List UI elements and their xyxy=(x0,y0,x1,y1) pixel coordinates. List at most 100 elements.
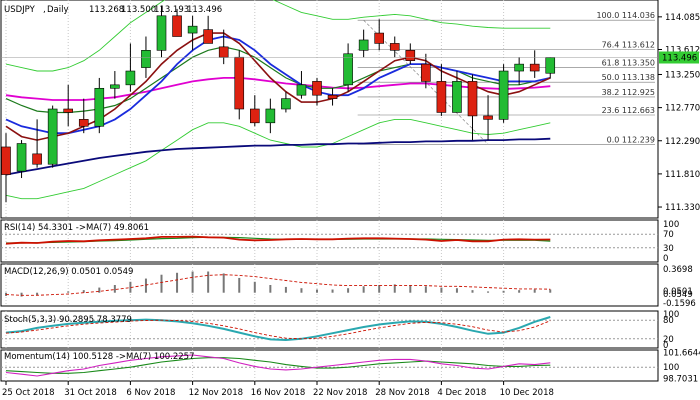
candle-body xyxy=(421,63,431,82)
stoch-k-line xyxy=(5,316,551,342)
momentum-pane: 101.6644 100 98.7031 xyxy=(0,349,700,385)
candle-body xyxy=(172,15,182,37)
price-tick-label: 114.085 xyxy=(665,13,700,23)
candle-body xyxy=(281,98,291,110)
chart-header-comma: , xyxy=(43,5,46,15)
momentum-line xyxy=(5,354,551,377)
x-tick-label: 28 Nov 2018 xyxy=(375,388,429,398)
candle-body xyxy=(405,50,416,61)
candle-body xyxy=(483,115,493,120)
candle-body xyxy=(514,63,524,72)
stoch-tick-label: 100 xyxy=(663,310,679,320)
x-axis: 25 Oct 2018 31 Oct 2018 6 Nov 2018 12 Nov 2… xyxy=(2,381,554,398)
candle-body xyxy=(203,29,213,44)
candle-body xyxy=(250,108,260,124)
price-tick-label: 112.290 xyxy=(665,137,700,147)
macd-tick-label: 0.3698 xyxy=(663,265,693,275)
chart-header-symbol: USDJPY xyxy=(4,5,36,15)
rsi-tick-label: 70 xyxy=(663,230,674,240)
price-tick-label: 112.770 xyxy=(665,104,700,114)
chart-header-high: 113.500 xyxy=(121,5,156,15)
candle-body xyxy=(374,32,385,44)
chart-header-low: 113.193 xyxy=(154,5,189,15)
candle-body xyxy=(187,25,198,34)
rsi-title: RSI(14) 54.3301 ->MA(7) 49.8061 xyxy=(4,223,149,233)
candle-body xyxy=(110,84,120,89)
candle-body xyxy=(141,50,151,68)
candle-body xyxy=(389,43,400,51)
candle-body xyxy=(47,108,58,165)
price-pane-frame xyxy=(0,0,659,219)
x-tick-label: 31 Oct 2018 xyxy=(64,388,117,398)
candle-body xyxy=(452,81,462,113)
momentum-tick-label: 101.6644 xyxy=(663,349,700,359)
candle-body xyxy=(156,15,167,51)
macd-tick-label: 0.0549 xyxy=(663,290,693,300)
stoch-tick-label: 20 xyxy=(663,335,674,345)
chart-header-open: 113.268 xyxy=(89,5,124,15)
candle-body xyxy=(78,119,89,127)
candle-body xyxy=(16,143,27,172)
rsi-tick-label: 100 xyxy=(663,220,679,230)
x-tick-label: 12 Nov 2018 xyxy=(189,388,243,398)
fib-level-label: 100.0 114.036 xyxy=(596,11,655,20)
macd-tick-label: 0.0501 xyxy=(663,287,693,297)
fib-level-label: 50.0 113.138 xyxy=(602,73,655,82)
candle-body xyxy=(296,84,307,96)
candle-body xyxy=(1,146,11,175)
x-tick-label: 4 Dec 2018 xyxy=(437,388,486,398)
ma-blue-line xyxy=(5,35,551,135)
price-tick-label: 113.250 xyxy=(665,70,700,80)
candle-body xyxy=(545,57,556,74)
chart-header-timeframe: Daily xyxy=(47,5,69,15)
candle-body xyxy=(63,108,74,113)
candle-body xyxy=(32,153,42,165)
x-tick-label: 10 Dec 2018 xyxy=(500,388,554,398)
price-pane: 114.085 113.612 113.250 112.770 112.290 111.8… xyxy=(0,0,700,219)
price-tick-label: 111.810 xyxy=(665,170,700,180)
macd-signal-line xyxy=(5,274,551,296)
ma-long-line xyxy=(5,137,551,176)
price-tick-label: 111.330 xyxy=(665,203,700,213)
candle-body xyxy=(327,94,338,99)
candle-body xyxy=(358,39,369,51)
candle-body xyxy=(343,53,353,86)
chart-header-close: 113.496 xyxy=(187,5,222,15)
macd-title: MACD(12,26,9) 0.0501 0.0549 xyxy=(4,267,133,277)
stoch-tick-label: 0 xyxy=(663,341,668,351)
candle-body xyxy=(312,81,322,96)
candle-body xyxy=(234,56,245,110)
candle-body xyxy=(265,108,276,124)
x-tick-label: 25 Oct 2018 xyxy=(2,388,55,398)
fib-level-label: 76.4 113.612 xyxy=(602,40,655,49)
stoch-d-line xyxy=(5,319,551,340)
stoch-tick-label: 80 xyxy=(663,316,674,326)
momentum-ma-line xyxy=(5,357,551,374)
momentum-tick-label: 98.7031 xyxy=(663,375,698,385)
x-tick-label: 16 Nov 2018 xyxy=(251,388,305,398)
fib-level-label: 38.2 112.925 xyxy=(602,88,655,97)
last-price-label: 113.496 xyxy=(662,54,697,64)
rsi-line xyxy=(5,235,551,245)
momentum-title: Momentum(14) 100.5128 ->MA(7) 100.2257 xyxy=(4,352,194,362)
candle-body xyxy=(529,63,540,72)
fib-level-label: 61.8 113.350 xyxy=(602,59,655,68)
rsi-tick-label: 30 xyxy=(663,244,674,254)
fib-level-label: 0.0 112.239 xyxy=(607,135,655,144)
stoch-title: Stoch(5,3,3) 90.2895 78.3779 xyxy=(4,315,132,325)
candle-body xyxy=(467,81,478,117)
candle-body xyxy=(218,46,229,58)
candle-body xyxy=(125,70,136,86)
rsi-tick-label: 0 xyxy=(663,254,668,264)
x-tick-label: 22 Nov 2018 xyxy=(313,388,367,398)
bollinger-upper-line xyxy=(5,0,551,72)
price-tick-label: 113.612 xyxy=(665,45,700,55)
macd-tick-label: -0.1596 xyxy=(663,299,696,309)
candle-body xyxy=(436,81,447,113)
fib-level-label: 23.6 112.663 xyxy=(602,106,655,115)
candle-body xyxy=(498,70,509,120)
last-price-badge xyxy=(659,51,699,64)
